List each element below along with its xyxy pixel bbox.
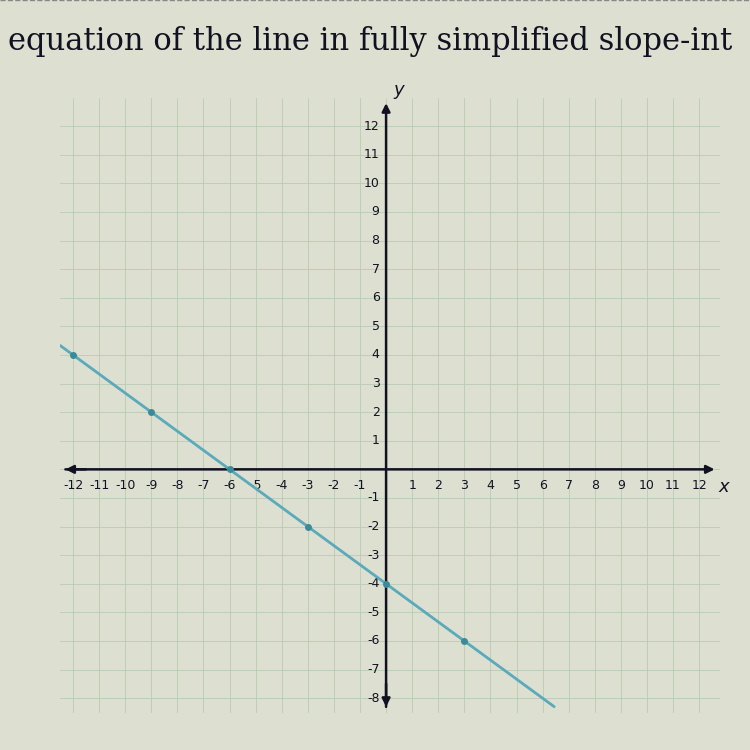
Text: -3: -3 [302, 479, 314, 492]
Text: 1: 1 [408, 479, 416, 492]
Text: 5: 5 [371, 320, 380, 333]
Text: -11: -11 [89, 479, 110, 492]
Text: -4: -4 [368, 578, 380, 590]
Text: 3: 3 [460, 479, 468, 492]
Text: 6: 6 [538, 479, 547, 492]
Text: -8: -8 [367, 692, 380, 705]
Text: -5: -5 [250, 479, 262, 492]
Text: 10: 10 [639, 479, 655, 492]
Text: -6: -6 [224, 479, 236, 492]
Text: 12: 12 [364, 119, 380, 133]
Text: -1: -1 [368, 491, 380, 505]
Text: 11: 11 [665, 479, 681, 492]
Text: -7: -7 [197, 479, 210, 492]
Text: -2: -2 [328, 479, 340, 492]
Text: -4: -4 [275, 479, 288, 492]
Text: -2: -2 [368, 520, 380, 533]
Text: -6: -6 [368, 634, 380, 647]
Text: 7: 7 [565, 479, 573, 492]
Text: y: y [394, 81, 404, 99]
Text: -8: -8 [171, 479, 184, 492]
Text: 12: 12 [692, 479, 707, 492]
Text: 2: 2 [434, 479, 442, 492]
Text: 8: 8 [591, 479, 598, 492]
Text: -12: -12 [63, 479, 83, 492]
Text: -5: -5 [367, 606, 380, 619]
Text: -7: -7 [367, 663, 380, 676]
Text: equation of the line in fully simplified slope-int: equation of the line in fully simplified… [8, 26, 732, 57]
Text: 1: 1 [372, 434, 380, 447]
Text: 10: 10 [364, 177, 380, 190]
Text: 7: 7 [371, 262, 380, 276]
Text: 11: 11 [364, 148, 380, 161]
Text: -9: -9 [145, 479, 158, 492]
Text: -1: -1 [354, 479, 366, 492]
Text: 9: 9 [617, 479, 625, 492]
Text: 6: 6 [372, 291, 380, 304]
Text: 3: 3 [372, 377, 380, 390]
Text: 2: 2 [372, 406, 380, 418]
Text: 4: 4 [487, 479, 494, 492]
Text: 5: 5 [512, 479, 520, 492]
Text: 8: 8 [371, 234, 380, 247]
Text: x: x [718, 478, 729, 496]
Text: 4: 4 [372, 349, 380, 361]
Text: -3: -3 [368, 549, 380, 562]
Text: -10: -10 [115, 479, 136, 492]
Text: 9: 9 [372, 206, 380, 218]
